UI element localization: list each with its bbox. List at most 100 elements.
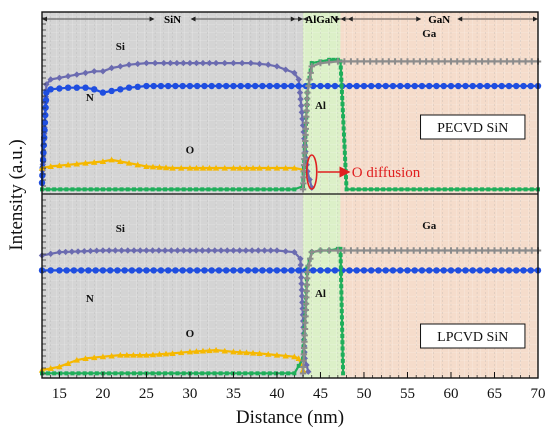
series-point-n	[520, 267, 527, 274]
series-point-ga	[307, 255, 314, 262]
series-point-al	[144, 187, 149, 192]
series-point-ga	[300, 351, 308, 358]
series-point-n	[447, 82, 455, 90]
series-point-n	[273, 267, 281, 274]
series-point-si	[130, 247, 138, 254]
series-point-al	[88, 187, 93, 192]
series-point-si	[236, 247, 243, 254]
series-point-al	[273, 187, 278, 192]
series-point-al	[113, 371, 118, 376]
series-point-al	[100, 187, 105, 192]
series-point-al	[119, 187, 124, 192]
series-point-si	[297, 102, 305, 109]
series-point-al	[150, 371, 155, 376]
series-point-n	[230, 82, 237, 90]
series-point-al	[341, 126, 346, 131]
series-point-ga	[379, 58, 386, 65]
series-point-al	[156, 187, 161, 192]
series-point-o	[291, 164, 298, 171]
series-point-si	[212, 59, 220, 67]
series-point-al	[70, 187, 75, 192]
series-point-ga	[391, 58, 399, 65]
series-point-al	[200, 371, 205, 376]
series-point-si	[265, 61, 272, 68]
series-point-ga	[302, 131, 309, 139]
series-point-o	[178, 164, 185, 171]
series-point-al	[340, 321, 345, 326]
series-point-al	[194, 371, 199, 376]
series-point-al	[368, 187, 373, 192]
series-point-al	[175, 187, 180, 192]
series-point-o	[236, 164, 244, 171]
series-point-n	[280, 82, 288, 90]
series-point-ga	[491, 58, 498, 65]
series-point-ga	[435, 58, 442, 65]
series-point-o	[199, 164, 207, 171]
series-point-si	[297, 261, 304, 269]
series-point-si	[174, 247, 181, 254]
series-point-n	[215, 267, 223, 274]
series-point-si	[255, 247, 262, 254]
plot-frame	[41, 11, 539, 379]
series-point-n	[498, 82, 505, 90]
series-point-al	[448, 187, 453, 192]
series-point-si	[224, 247, 231, 254]
series-point-n	[251, 82, 259, 90]
series-point-si	[73, 71, 81, 78]
series-point-si	[291, 69, 298, 77]
region-arrow-left-gan-right-head	[416, 16, 422, 22]
series-point-si	[93, 247, 100, 254]
series-point-o	[291, 353, 298, 360]
series-point-al	[286, 371, 291, 376]
region-label-algan: AlGaN	[305, 14, 338, 26]
series-point-n	[114, 267, 121, 274]
series-label-ga: Ga	[422, 220, 437, 232]
series-point-o	[91, 159, 98, 165]
series-point-ga	[522, 247, 529, 254]
series-point-n	[39, 157, 47, 164]
series-point-ga	[334, 58, 342, 65]
series-point-ga	[497, 247, 504, 254]
series-point-ga	[300, 180, 307, 187]
series-point-al	[64, 187, 69, 192]
series-point-n	[259, 267, 266, 274]
series-point-n	[360, 82, 368, 90]
series-point-o	[149, 163, 157, 170]
series-point-ga	[398, 58, 405, 65]
series-point-al	[455, 187, 460, 192]
series-point-o	[169, 164, 176, 171]
series-point-si	[242, 247, 250, 254]
series-point-n	[164, 82, 172, 90]
series-point-ga	[304, 268, 311, 276]
series-point-si	[305, 368, 312, 375]
series-point-n	[186, 82, 194, 90]
series-point-al	[125, 187, 130, 192]
series-point-al	[261, 187, 266, 192]
series-point-al	[280, 187, 285, 192]
series-point-o	[243, 349, 250, 356]
series-point-ga	[398, 247, 405, 254]
series-point-n	[208, 82, 215, 90]
series-point-si	[160, 59, 168, 67]
series-point-si	[168, 247, 175, 254]
series-label-al: Al	[315, 288, 326, 300]
series-point-al	[331, 57, 336, 62]
series-point-si	[206, 59, 213, 67]
series-point-ga	[301, 332, 308, 339]
series-point-o	[108, 156, 115, 163]
series-point-al	[94, 187, 99, 192]
region-arrow-left-gan-left-head	[340, 16, 346, 22]
series-point-n	[368, 267, 375, 274]
series-point-al	[113, 187, 118, 192]
series-point-ga	[325, 247, 333, 254]
series-point-si	[47, 76, 54, 83]
series-point-si	[167, 59, 174, 67]
series-point-n	[382, 267, 389, 274]
series-point-al	[230, 371, 235, 376]
series-point-n	[157, 267, 165, 274]
series-point-n	[324, 82, 331, 90]
series-point-ga	[306, 76, 313, 83]
series-point-si	[282, 248, 289, 255]
series-point-al	[82, 371, 87, 376]
